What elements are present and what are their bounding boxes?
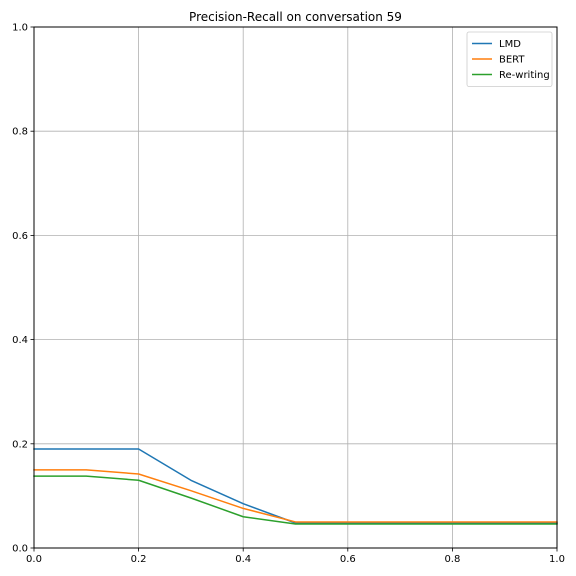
x-tick-label: 0.6 [340, 554, 356, 565]
x-tick-label: 0.0 [26, 554, 42, 565]
x-tick-label: 1.0 [549, 554, 565, 565]
plot-frame [33, 26, 558, 549]
chart-title: Precision-Recall on conversation 59 [189, 10, 402, 24]
legend-box [466, 31, 553, 87]
x-tick-label: 0.8 [444, 554, 460, 565]
x-tick-label: 0.2 [131, 554, 147, 565]
y-tick-label: 0.0 [12, 544, 28, 555]
y-tick-label: 0.6 [12, 231, 28, 242]
legend: LMD BERT Re-writing [466, 31, 553, 87]
legend-label: Re-writing [499, 70, 550, 81]
series-line-re-writing [33, 475, 558, 525]
grid [33, 26, 558, 549]
axis-ticks: 0.0 0.2 0.4 0.6 0.8 1.0 0.0 0.2 0.4 0.6 0.8 1.0 [12, 23, 565, 566]
series-line-bert [33, 469, 558, 523]
legend-label: BERT [499, 55, 525, 66]
series-lines [33, 448, 558, 525]
y-tick-label: 1.0 [12, 23, 28, 34]
legend-label: LMD [499, 39, 521, 50]
series-line-lmd [33, 448, 558, 524]
x-tick-label: 0.4 [235, 554, 251, 565]
y-tick-label: 0.2 [12, 439, 28, 450]
y-tick-label: 0.4 [12, 335, 28, 346]
y-tick-label: 0.8 [12, 127, 28, 138]
